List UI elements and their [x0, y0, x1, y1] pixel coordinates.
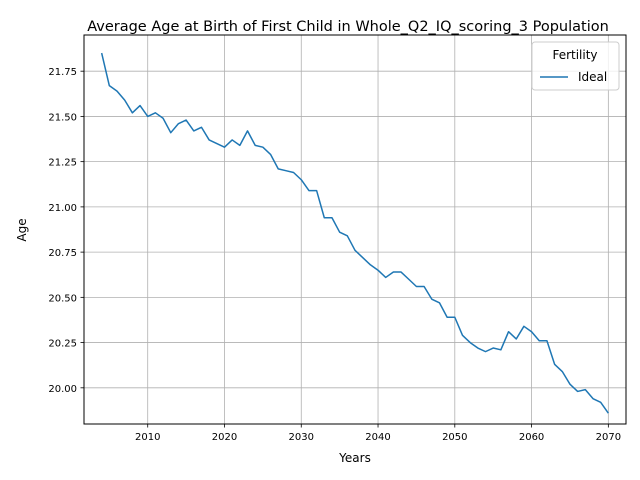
grid-lines — [84, 35, 626, 424]
x-tick-label: 2040 — [365, 432, 390, 443]
x-tick-label: 2030 — [289, 432, 314, 443]
plot-area-frame — [83, 34, 627, 425]
series-line-ideal — [100, 52, 609, 414]
legend-label-ideal: Ideal — [578, 70, 607, 84]
x-tick-label: 2050 — [442, 432, 467, 443]
x-tick-label: 2060 — [519, 432, 544, 443]
y-tick-label: 20.75 — [48, 248, 77, 259]
y-tick-label: 21.00 — [48, 203, 77, 214]
x-axis-label: Years — [338, 451, 371, 465]
y-tick-label: 21.25 — [48, 158, 77, 169]
x-tick-label: 2020 — [212, 432, 237, 443]
chart-title: Average Age at Birth of First Child in W… — [87, 19, 609, 35]
legend-box — [531, 41, 620, 91]
x-axis-ticks: 2010 2020 2030 2040 2050 2060 2070 — [135, 424, 621, 443]
y-axis-ticks: 20.00 20.25 20.50 20.75 21.00 21.25 21.50 21.75 — [48, 67, 84, 395]
y-tick-label: 20.25 — [48, 339, 77, 350]
y-tick-label: 20.50 — [48, 293, 77, 304]
y-tick-label: 20.00 — [48, 384, 77, 395]
x-tick-label: 2070 — [596, 432, 621, 443]
legend: Fertility Ideal — [531, 41, 620, 91]
y-tick-label: 21.75 — [48, 67, 77, 78]
legend-title: Fertility — [552, 48, 597, 62]
series-layer — [100, 52, 609, 414]
x-tick-label: 2010 — [135, 432, 160, 443]
y-tick-label: 21.50 — [48, 112, 77, 123]
y-axis-label: Age — [15, 218, 29, 241]
